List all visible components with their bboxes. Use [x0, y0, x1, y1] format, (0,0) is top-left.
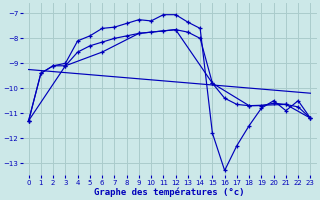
X-axis label: Graphe des températures (°c): Graphe des températures (°c) [94, 187, 245, 197]
